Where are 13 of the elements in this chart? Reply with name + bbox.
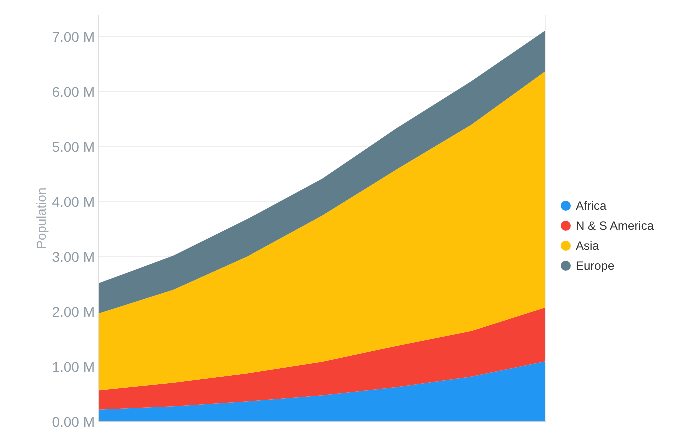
legend-label: N & S America <box>576 219 654 234</box>
y-tick-label: 4.00 M <box>52 194 95 210</box>
legend-label: Asia <box>576 239 600 254</box>
y-tick-label: 7.00 M <box>52 28 95 45</box>
y-tick-label: 0.00 M <box>52 414 95 430</box>
y-tick-label: 5.00 M <box>52 138 95 155</box>
y-tick-label: 6.00 M <box>52 84 95 100</box>
y-tick-label: 3.00 M <box>52 248 95 265</box>
legend-label: Europe <box>576 259 616 274</box>
y-tick-label: 1.00 M <box>52 358 95 375</box>
y-axis-title: Population <box>34 188 49 250</box>
legend-label: Africa <box>576 199 607 214</box>
y-tick-label: 2.00 M <box>52 304 95 320</box>
